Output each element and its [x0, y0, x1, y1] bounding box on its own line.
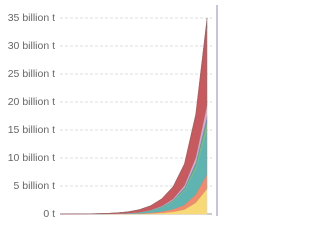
page: 0 t 5 billion t 10 billion t 15 billion t 20… [7, 5, 218, 220]
y-tick-label: 15 billion t [8, 124, 55, 136]
y-tick-label: 5 billion t [14, 180, 56, 192]
y-tick-label: 30 billion t [8, 40, 55, 52]
y-tick-label: 0 t [43, 208, 55, 220]
chart: 0 t 5 billion t 10 billion t 15 billion t 20… [8, 5, 218, 220]
y-tick-label: 10 billion t [8, 152, 55, 164]
y-tick-label: 25 billion t [8, 68, 55, 80]
y-tick-label: 35 billion t [8, 12, 55, 24]
y-tick-label: 20 billion t [8, 96, 55, 108]
area [59, 17, 208, 215]
